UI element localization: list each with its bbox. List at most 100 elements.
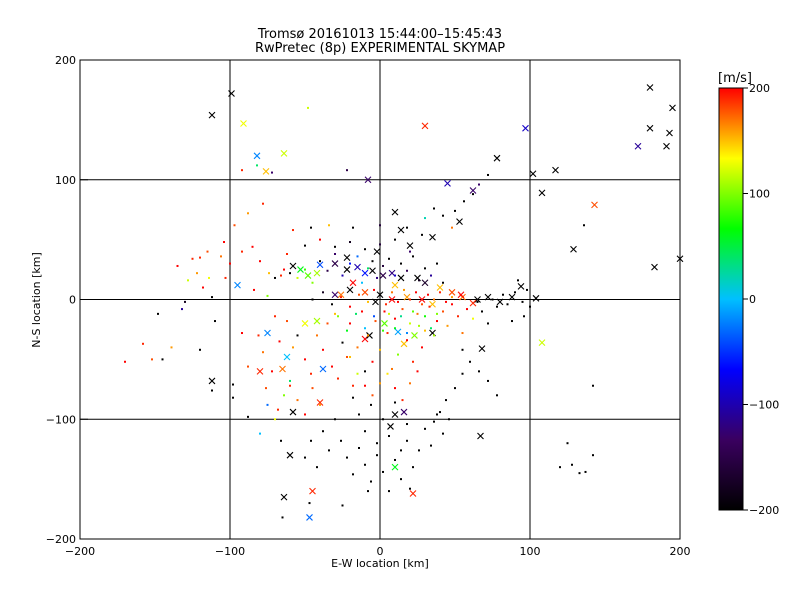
scatter-point-dot [448,418,450,421]
scatter-point-dot [341,504,344,507]
scatter-point-dot [506,303,509,306]
scatter-point-dot [496,305,498,308]
scatter-point-cross [397,226,405,234]
scatter-point-cross [264,329,271,337]
scatter-point-cross [436,284,444,291]
scatter-point-dot [409,487,411,490]
scatter-point-dot [326,269,329,272]
scatter-point-dot [280,274,282,277]
scatter-point-dot [416,370,419,373]
scatter-point-dot [349,262,351,265]
scatter-point-cross [331,260,339,267]
scatter-point-dot [356,346,359,349]
scatter-point-dot [424,427,426,430]
scatter-point-dot [286,320,288,323]
scatter-point-dot [355,312,357,315]
scatter-point-dot [208,276,210,279]
y-tick-label: 0 [69,294,76,307]
scatter-point-cross [372,298,379,306]
scatter-point-dot [223,241,225,244]
scatter-point-cross [361,288,369,296]
scatter-point-dot [418,279,420,282]
scatter-point-dot [388,490,390,493]
scatter-point-cross [397,274,405,282]
scatter-point-dot [394,317,396,320]
scatter-point-dot [316,466,318,469]
scatter-point-dot [253,288,255,291]
scatter-point-dot [436,312,438,315]
scatter-point-dot [349,241,351,244]
scatter-point-dot [424,267,426,270]
scatter-point-dot [487,173,489,176]
scatter-point-dot [406,423,408,426]
scatter-point-dot [322,291,324,294]
scatter-point-dot [415,291,417,294]
scatter-point-cross [646,84,654,91]
scatter-point-dot [442,281,444,284]
scatter-point-dot [394,458,396,461]
scatter-point-cross [354,263,361,271]
scatter-point-dot [436,320,438,323]
scatter-point-dot [469,360,471,363]
scatter-point-dot [280,439,282,442]
scatter-point-dot [376,276,378,279]
scatter-point-dot [409,322,411,325]
scatter-point-dot [331,303,333,306]
scatter-point-dot [388,312,390,315]
scatter-point-dot [262,202,264,205]
y-tick-label: −100 [46,413,76,426]
scatter-point-dot [386,372,389,375]
scatter-point-dot [472,193,474,196]
scatter-point-cross [421,279,429,287]
scatter-point-dot [430,274,432,277]
scatter-point-dot [311,298,314,301]
scatter-point-dot [481,310,483,313]
scatter-point-cross [538,339,546,346]
scatter-point-dot [424,315,426,318]
scatter-point-dot [433,298,435,301]
scatter-point-dot [157,312,159,315]
scatter-point-cross [234,281,241,289]
scatter-point-dot [379,243,381,246]
scatter-point-dot [400,478,402,481]
scatter-point-dot [364,384,366,387]
scatter-point-dot [406,339,408,342]
scatter-point-dot [161,358,164,361]
scatter-point-dot [319,238,321,241]
scatter-point-dot [151,358,153,361]
scatter-point-dot [310,372,312,375]
scatter-point-dot [349,305,351,308]
scatter-point-cross [313,317,321,325]
scatter-point-dot [406,269,408,272]
scatter-point-dot [571,463,573,466]
scatter-point-dot [346,456,348,459]
scatter-point-dot [382,329,384,332]
scatter-point-cross [394,328,402,336]
scatter-point-dot [274,276,276,279]
scatter-point-dot [514,291,516,294]
scatter-point-dot [433,334,435,337]
scatter-point-dot [170,346,173,349]
scatter-point-dot [430,327,432,330]
scatter-point-dot [214,320,216,323]
scatter-point-dot [187,279,189,282]
scatter-point-dot [211,296,213,299]
scatter-point-dot [457,315,459,318]
scatter-point-cross [309,487,316,495]
x-tick-label: −200 [65,545,95,558]
scatter-point-dot [358,446,360,449]
scatter-point-dot [304,413,306,416]
scatter-point-dot [322,348,324,351]
scatter-point-dot [421,233,423,236]
scatter-point-cross [508,293,516,301]
scatter-point-cross [477,432,484,440]
scatter-point-dot [310,226,312,229]
scatter-point-dot [584,470,587,473]
scatter-point-cross [262,167,270,175]
scatter-point-dot [442,432,444,435]
scatter-point-cross [493,154,501,162]
scatter-point-cross [474,296,481,303]
scatter-point-dot [592,384,594,387]
scatter-point-cross [406,242,414,250]
scatter-point-dot [394,238,396,241]
